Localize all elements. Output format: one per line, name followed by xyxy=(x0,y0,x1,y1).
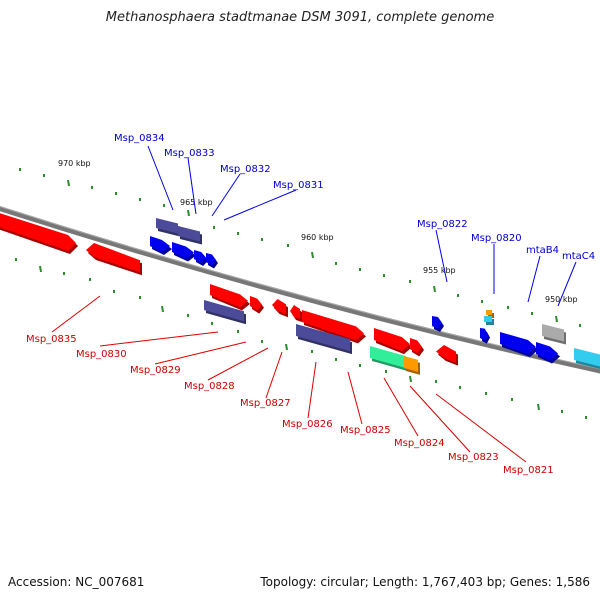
scale-ticks xyxy=(15,168,587,419)
label-msp0824[interactable]: Msp_0824 xyxy=(394,438,445,449)
scale-label-955: 955 kbp xyxy=(423,266,456,275)
leader-msp0831 xyxy=(223,189,297,221)
label-msp0823[interactable]: Msp_0823 xyxy=(448,452,499,463)
label-msp0832[interactable]: Msp_0832 xyxy=(220,164,271,175)
gene-purple-a[interactable] xyxy=(156,218,180,237)
gene-purple-b[interactable] xyxy=(178,226,202,245)
gene-purple-d[interactable] xyxy=(296,324,352,355)
leader-msp0821 xyxy=(435,393,527,463)
gene-msp0829[interactable] xyxy=(250,296,264,314)
label-msp0830[interactable]: Msp_0830 xyxy=(76,349,127,360)
gene-msp0834[interactable] xyxy=(150,236,172,255)
gene-mtab4[interactable] xyxy=(500,332,538,357)
gene-msp0833[interactable] xyxy=(172,242,196,262)
leader-msp0828 xyxy=(207,347,269,381)
leader-msp0823 xyxy=(409,385,471,453)
leader-msp0835 xyxy=(51,295,101,333)
scale-tick xyxy=(433,285,436,293)
scale-label-965: 965 kbp xyxy=(180,198,213,207)
gene-msp0826[interactable] xyxy=(302,310,366,344)
scale-label-970: 970 kbp xyxy=(58,159,91,168)
leader-msp0827 xyxy=(265,351,283,399)
scale-tick xyxy=(285,343,288,351)
label-msp0829[interactable]: Msp_0829 xyxy=(130,365,181,376)
gene-mtac4[interactable] xyxy=(542,324,566,345)
scale-tick xyxy=(555,315,558,323)
gene-orange[interactable] xyxy=(404,356,420,375)
gene-msp0822[interactable] xyxy=(432,316,444,332)
label-msp0828[interactable]: Msp_0828 xyxy=(184,381,235,392)
gene-msp0824[interactable] xyxy=(410,338,424,357)
gene-cyan-edge[interactable] xyxy=(574,348,600,371)
gene-msp0830[interactable] xyxy=(210,284,250,311)
genome-summary-text: Topology: circular; Length: 1,767,403 bp… xyxy=(260,575,590,589)
label-msp0820[interactable]: Msp_0820 xyxy=(471,233,522,244)
leader-mtab4 xyxy=(527,255,541,303)
gene-msp0827[interactable] xyxy=(290,305,302,322)
accession-text: Accession: NC_007681 xyxy=(8,575,145,589)
gene-msp0828[interactable] xyxy=(272,299,288,318)
scale-tick xyxy=(161,305,164,313)
scale-label-950: 950 kbp xyxy=(545,295,578,304)
label-msp0834[interactable]: Msp_0834 xyxy=(114,133,165,144)
scale-tick xyxy=(67,179,70,187)
gene-msp0820-b[interactable] xyxy=(480,328,490,344)
label-msp0825[interactable]: Msp_0825 xyxy=(340,425,391,436)
gene-msp0825[interactable] xyxy=(374,328,412,355)
scale-tick xyxy=(537,403,540,411)
scale-label-960: 960 kbp xyxy=(301,233,334,242)
scale-tick xyxy=(311,251,314,259)
leader-msp0833 xyxy=(187,157,197,215)
gene-small-cyan[interactable] xyxy=(484,316,494,325)
scale-tick xyxy=(39,265,42,273)
leader-msp0829 xyxy=(154,341,247,365)
gene-msp0823[interactable] xyxy=(370,346,408,372)
gene-blue-b[interactable] xyxy=(536,342,560,364)
leader-msp0834 xyxy=(147,145,174,211)
label-msp0831[interactable]: Msp_0831 xyxy=(273,180,324,191)
gene-msp0832[interactable] xyxy=(194,250,208,266)
leader-mtac4 xyxy=(557,261,577,307)
label-msp0835[interactable]: Msp_0835 xyxy=(26,334,77,345)
leader-msp0822 xyxy=(435,229,448,283)
leader-msp0832 xyxy=(211,173,241,217)
leader-msp0826 xyxy=(307,361,317,419)
leader-msp0824 xyxy=(383,377,419,437)
label-msp0833[interactable]: Msp_0833 xyxy=(164,148,215,159)
label-msp0822[interactable]: Msp_0822 xyxy=(417,219,468,230)
leader-msp0830 xyxy=(99,331,219,347)
label-msp0821[interactable]: Msp_0821 xyxy=(503,465,554,476)
scale-tick xyxy=(187,209,190,217)
map-title: Methanosphaera stadtmanae DSM 3091, comp… xyxy=(105,10,495,25)
gene-red-a[interactable] xyxy=(86,243,142,276)
gene-purple-c[interactable] xyxy=(204,300,246,325)
label-msp0826[interactable]: Msp_0826 xyxy=(282,419,333,430)
label-mtab4[interactable]: mtaB4 xyxy=(526,245,559,256)
label-msp0827[interactable]: Msp_0827 xyxy=(240,398,291,409)
gene-features[interactable] xyxy=(0,212,600,375)
gene-msp0821[interactable] xyxy=(436,345,458,366)
scale-tick xyxy=(409,375,412,383)
gene-msp0835[interactable] xyxy=(0,212,78,254)
leader-msp0825 xyxy=(347,371,363,425)
gene-msp0831[interactable] xyxy=(206,253,218,269)
label-mtac4[interactable]: mtaC4 xyxy=(562,251,595,262)
